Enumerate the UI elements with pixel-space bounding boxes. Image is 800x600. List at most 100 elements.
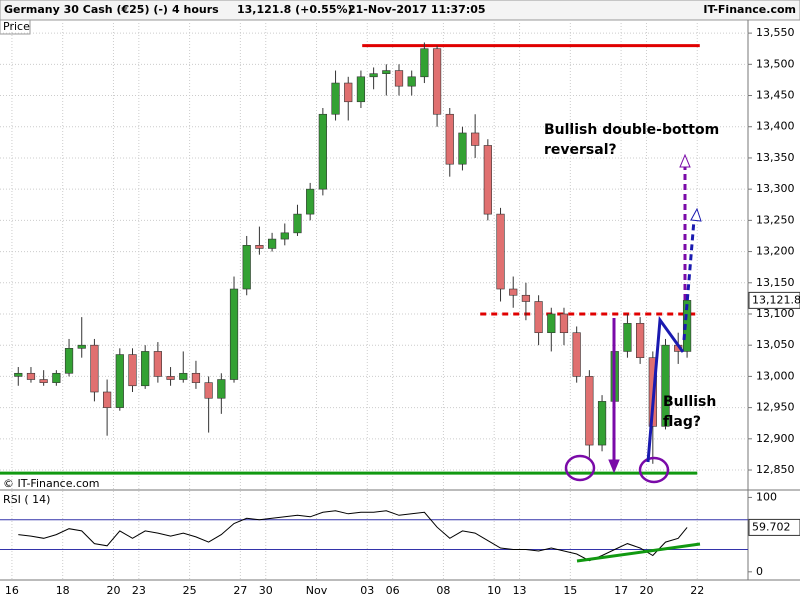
y-tick-label: 13,050 xyxy=(756,338,795,351)
x-tick-label: 15 xyxy=(563,584,577,597)
candle-body xyxy=(204,382,213,399)
x-tick-label: 08 xyxy=(436,584,450,597)
candle-body xyxy=(471,132,480,146)
annotation-shapes xyxy=(564,153,702,563)
y-tick-label: 13,250 xyxy=(756,213,795,226)
rsi-line xyxy=(18,510,688,562)
candle-body xyxy=(682,300,692,352)
last-price-tag xyxy=(748,291,800,309)
candle-body xyxy=(420,48,429,78)
candle-body xyxy=(356,76,366,103)
y-tick-label: 13,200 xyxy=(756,245,795,258)
candle-body xyxy=(597,401,607,446)
annotation: Bullish double-bottom xyxy=(544,122,719,138)
candle-body xyxy=(496,213,505,290)
candle-body xyxy=(394,70,404,87)
y-tick-label: 13,400 xyxy=(756,120,795,133)
candle-body xyxy=(318,113,327,190)
candle-body xyxy=(331,82,340,115)
rsi-label: RSI ( 14) xyxy=(3,493,50,506)
candle-body xyxy=(90,344,99,393)
candle-body xyxy=(521,294,531,302)
candle-body xyxy=(344,82,353,103)
x-tick-label: 27 xyxy=(233,584,247,597)
candle-body xyxy=(255,245,264,249)
quote: 13,121.8 (+0.55%) xyxy=(237,3,353,16)
candle-body xyxy=(166,376,175,380)
y-tick-label: 13,100 xyxy=(756,307,795,320)
instrument: Germany 30 Cash (€25) (-) xyxy=(4,3,168,16)
candle-body xyxy=(559,313,569,334)
candle-body xyxy=(306,188,315,215)
timeframe: 4 hours xyxy=(172,3,219,16)
candle-body xyxy=(26,372,36,380)
y-tick-label: 12,850 xyxy=(756,463,795,476)
x-tick-label: 22 xyxy=(690,584,704,597)
last-price-label: 13,121.8 xyxy=(752,293,800,306)
y-tick-label: 13,300 xyxy=(756,182,795,195)
candle-body xyxy=(445,113,454,165)
marks: 12,85012,90012,95013,00013,05013,10013,1… xyxy=(0,20,800,597)
rsi-last-label: 59.702 xyxy=(752,520,791,533)
x-tick-label: 10 xyxy=(487,584,501,597)
candle-body xyxy=(14,372,23,377)
candle-body xyxy=(407,76,416,87)
candle-body xyxy=(103,391,112,408)
x-tick-label: 20 xyxy=(106,584,120,597)
candle-body xyxy=(458,132,467,165)
y-tick-label: 13,350 xyxy=(756,151,795,164)
candle-body xyxy=(432,48,442,115)
annotation: Bullish xyxy=(663,394,716,410)
candle-body xyxy=(534,301,543,334)
x-tick-label: 25 xyxy=(183,584,197,597)
x-tick-label: 30 xyxy=(259,584,273,597)
candle-body xyxy=(572,332,581,377)
y-tick-label: 13,000 xyxy=(756,369,795,382)
candle-body xyxy=(267,238,277,249)
y-tick-label: 13,500 xyxy=(756,57,795,70)
candle-body xyxy=(636,323,645,358)
candle-body xyxy=(141,351,150,387)
y-tick-label: 13,550 xyxy=(756,26,795,39)
candle-body xyxy=(661,344,670,427)
x-tick-label: 16 xyxy=(5,584,19,597)
annotation: reversal? xyxy=(544,142,617,158)
candle-body xyxy=(369,73,378,78)
candle-body xyxy=(153,351,162,377)
y-tick-label: 13,150 xyxy=(756,276,795,289)
x-tick-label: 03 xyxy=(360,584,374,597)
candle-body xyxy=(229,288,239,380)
x-tick-label: 13 xyxy=(513,584,527,597)
x-tick-label: 23 xyxy=(132,584,146,597)
y-tick-label: 13,450 xyxy=(756,89,795,102)
x-tick-label: 20 xyxy=(639,584,653,597)
brand: IT-Finance.com xyxy=(703,3,796,16)
x-tick-label: 17 xyxy=(614,584,628,597)
price-label-box xyxy=(0,19,31,35)
candle-body xyxy=(382,70,391,74)
x-tick-label: 18 xyxy=(56,584,70,597)
x-tick-label: 06 xyxy=(386,584,400,597)
y-tick-label: 12,950 xyxy=(756,401,795,414)
candle-body xyxy=(585,376,594,446)
rsi-tick-label: 0 xyxy=(756,565,763,578)
price-label: Price xyxy=(3,20,30,33)
candle-body xyxy=(483,145,492,215)
candle-body xyxy=(115,354,124,408)
candle-body xyxy=(280,232,289,240)
datetime: 21-Nov-2017 11:37:05 xyxy=(348,3,486,16)
candle-body xyxy=(293,213,302,234)
header-bar xyxy=(0,0,800,21)
rsi-last-tag xyxy=(748,518,800,536)
watermark: © IT-Finance.com xyxy=(3,477,100,490)
candle-body xyxy=(547,313,556,334)
candle-body xyxy=(623,323,632,352)
candle-body xyxy=(64,348,74,374)
rsi-tick-label: 100 xyxy=(756,490,777,503)
x-tick-label: Nov xyxy=(306,584,328,597)
annotation: flag? xyxy=(663,414,701,430)
candle-body xyxy=(242,245,251,290)
candle-body xyxy=(39,379,48,383)
